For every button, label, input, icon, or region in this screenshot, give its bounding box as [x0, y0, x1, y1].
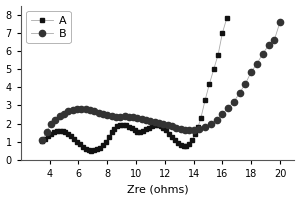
Legend: A, B: A, B	[26, 11, 71, 43]
A	[90, 150, 93, 152]
A	[130, 127, 134, 130]
A	[40, 140, 44, 142]
Line: B: B	[39, 19, 283, 143]
B	[110, 115, 113, 117]
B	[198, 128, 201, 131]
X-axis label: Zre (ohms): Zre (ohms)	[127, 184, 188, 194]
B	[88, 109, 92, 111]
A	[196, 126, 200, 128]
Line: A: A	[40, 16, 229, 153]
A	[75, 141, 79, 143]
B	[40, 139, 44, 141]
A	[150, 125, 154, 127]
A	[87, 149, 90, 151]
A	[225, 17, 229, 19]
A	[55, 130, 58, 132]
B	[183, 128, 187, 131]
B	[105, 114, 109, 117]
B	[272, 39, 276, 41]
B	[278, 21, 282, 23]
